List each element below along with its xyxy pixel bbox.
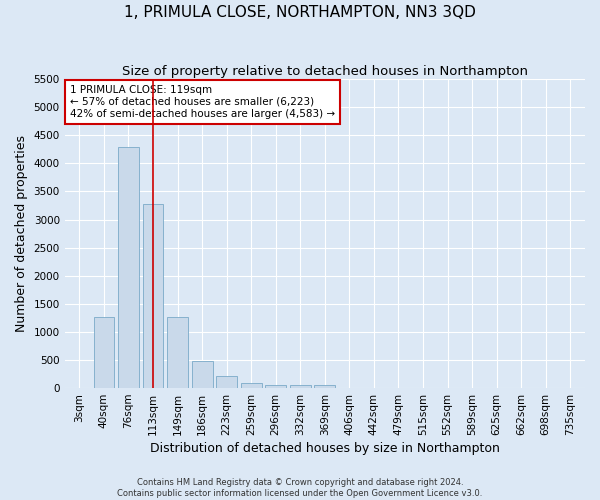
Bar bbox=[290, 385, 311, 388]
Bar bbox=[314, 384, 335, 388]
Bar bbox=[94, 316, 115, 388]
Bar bbox=[265, 384, 286, 388]
X-axis label: Distribution of detached houses by size in Northampton: Distribution of detached houses by size … bbox=[150, 442, 500, 455]
Y-axis label: Number of detached properties: Number of detached properties bbox=[15, 135, 28, 332]
Text: 1, PRIMULA CLOSE, NORTHAMPTON, NN3 3QD: 1, PRIMULA CLOSE, NORTHAMPTON, NN3 3QD bbox=[124, 5, 476, 20]
Text: Contains HM Land Registry data © Crown copyright and database right 2024.
Contai: Contains HM Land Registry data © Crown c… bbox=[118, 478, 482, 498]
Title: Size of property relative to detached houses in Northampton: Size of property relative to detached ho… bbox=[122, 65, 528, 78]
Bar bbox=[143, 204, 163, 388]
Text: 1 PRIMULA CLOSE: 119sqm
← 57% of detached houses are smaller (6,223)
42% of semi: 1 PRIMULA CLOSE: 119sqm ← 57% of detache… bbox=[70, 86, 335, 118]
Bar bbox=[118, 146, 139, 388]
Bar bbox=[191, 360, 212, 388]
Bar bbox=[216, 376, 237, 388]
Bar bbox=[241, 383, 262, 388]
Bar bbox=[167, 316, 188, 388]
